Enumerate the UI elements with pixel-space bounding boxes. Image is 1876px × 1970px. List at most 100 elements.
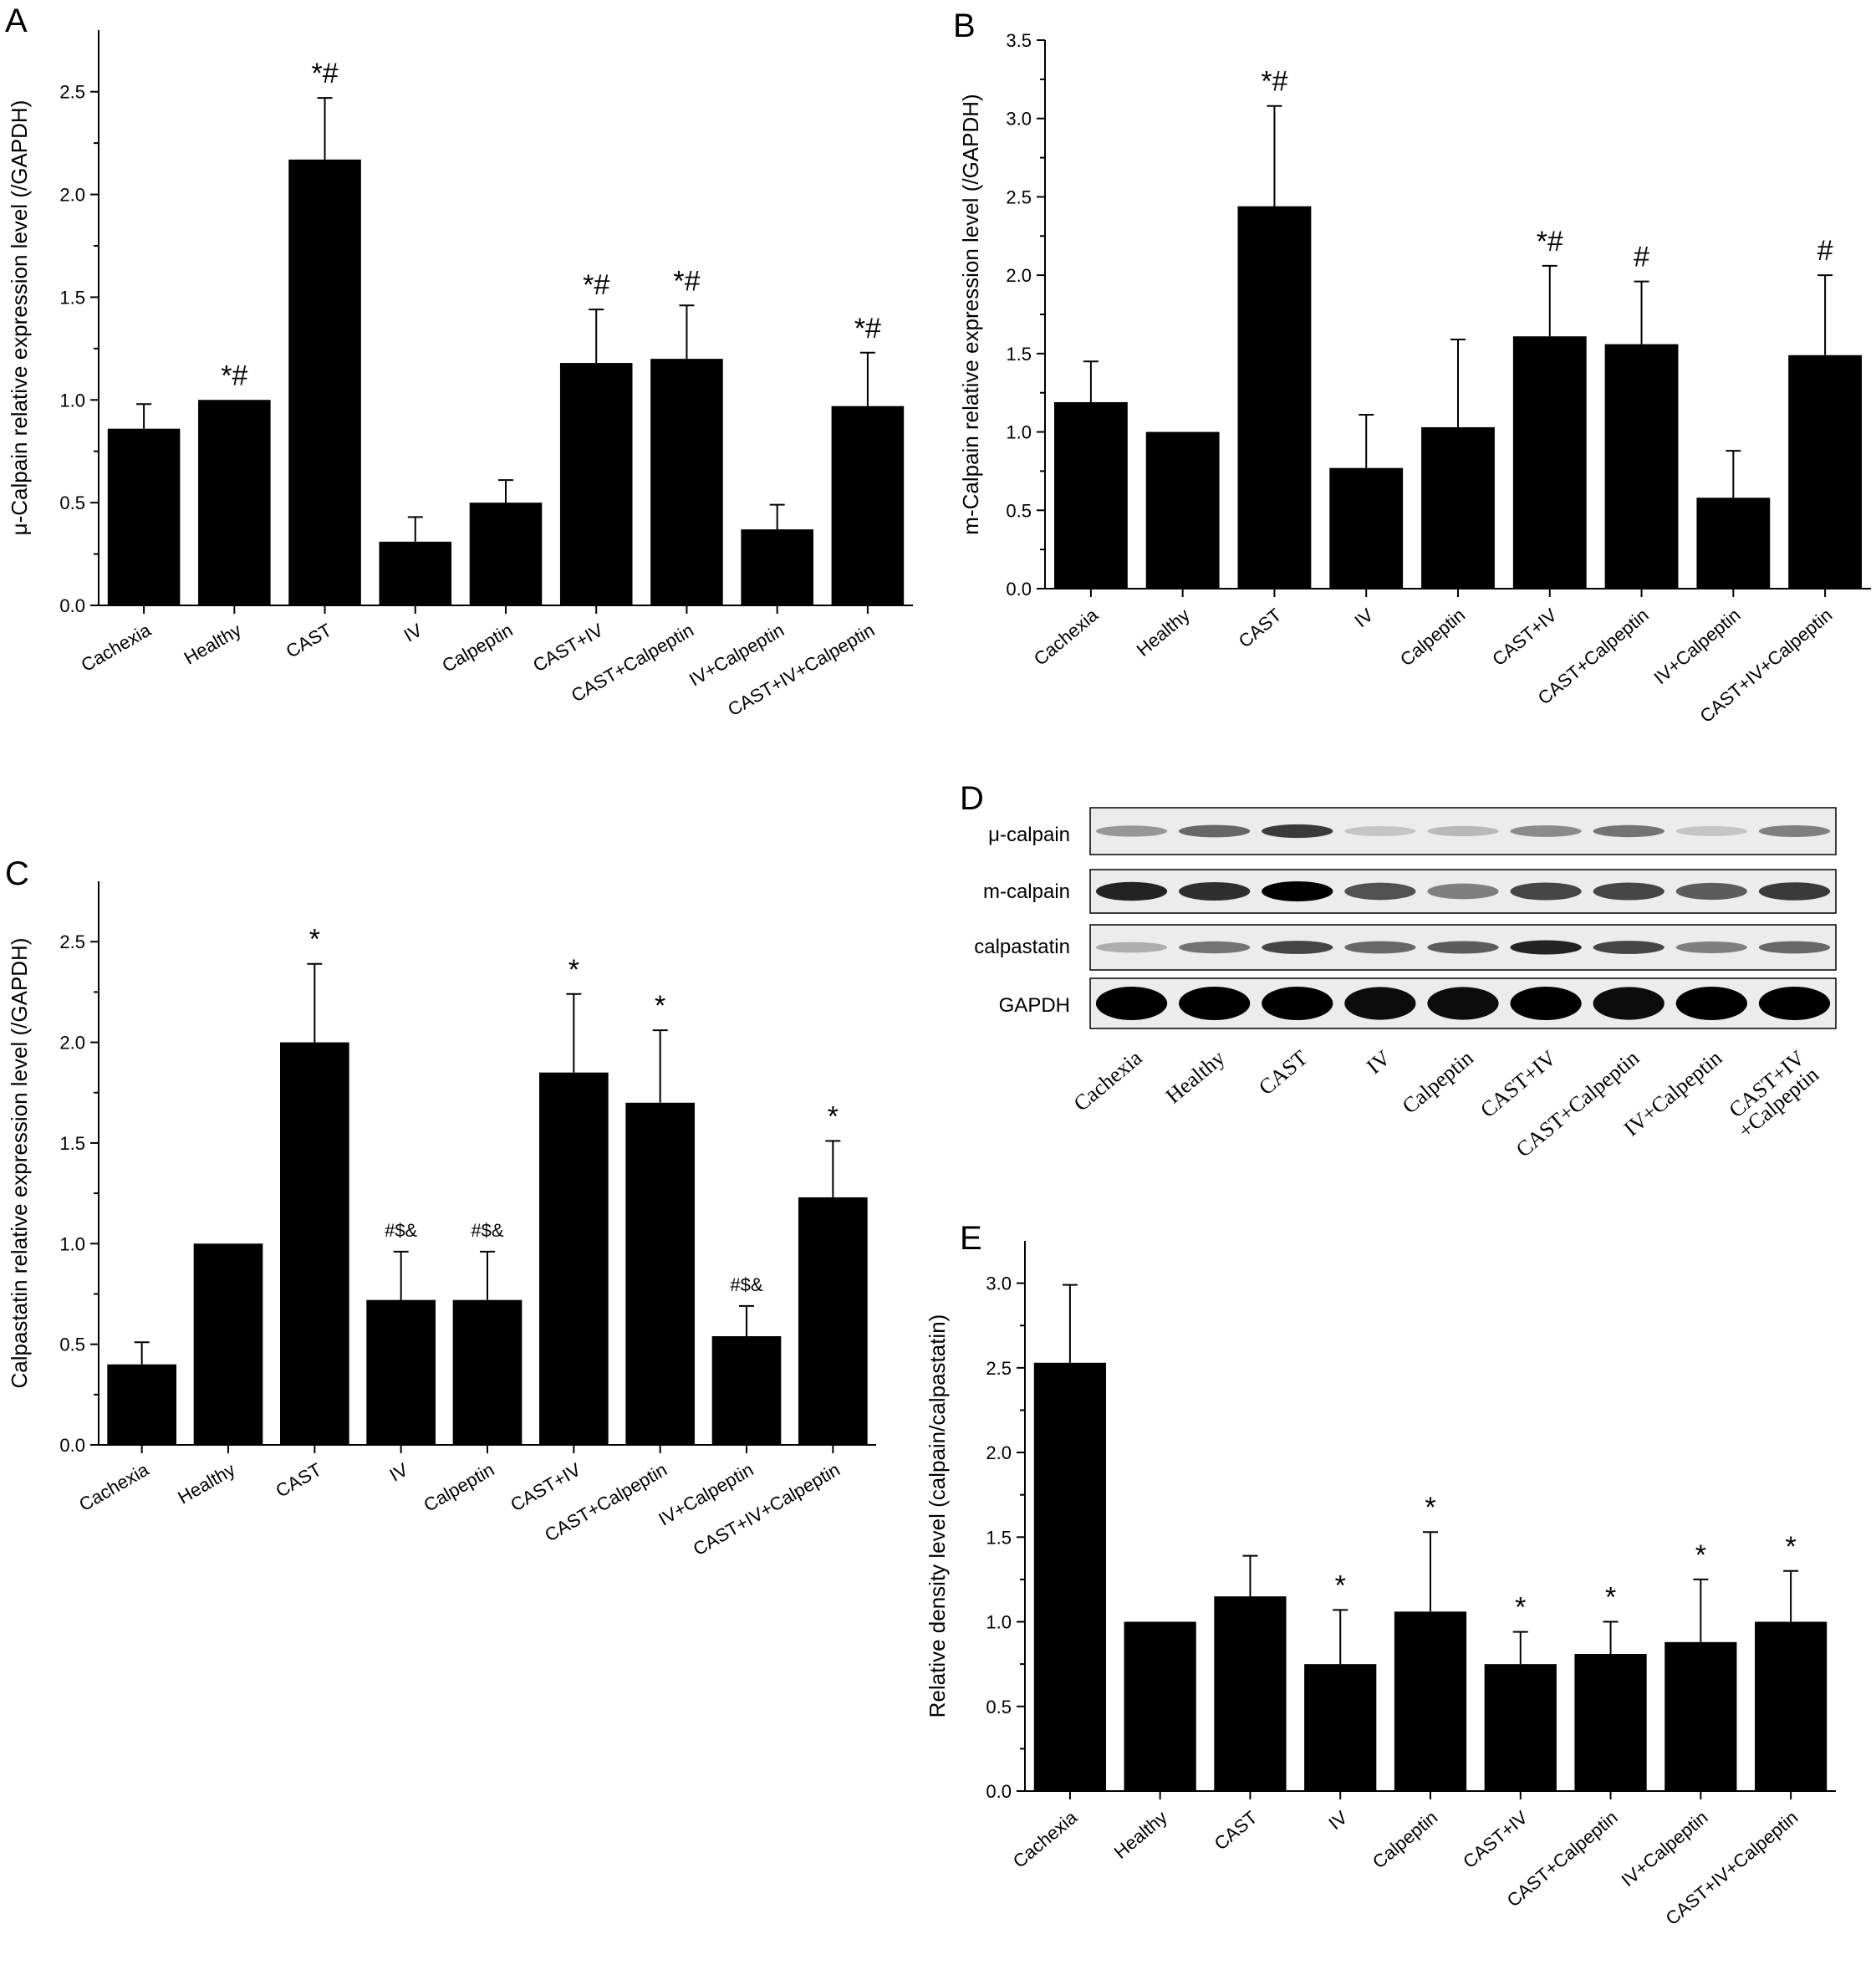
bar	[1604, 344, 1679, 589]
y-tick-label: 1.5	[1006, 344, 1032, 365]
category-label: CAST	[1211, 1807, 1262, 1855]
blot-band	[1675, 826, 1747, 836]
y-tick-label: 2.0	[59, 1033, 85, 1054]
bar	[1664, 1641, 1737, 1791]
y-tick-label: 3.0	[986, 1273, 1012, 1294]
y-axis-title: Calpastatin relative expression level (/…	[7, 938, 32, 1389]
blot-row-label: calpastatin	[974, 936, 1070, 958]
category-label: IV	[1350, 604, 1377, 631]
blot-band	[1427, 987, 1499, 1020]
blot-band	[1593, 987, 1664, 1020]
blot-lane-label: Cachexia	[1069, 1045, 1147, 1116]
category-label: CAST+IV	[1488, 604, 1561, 670]
blot-band	[1095, 987, 1168, 1020]
y-tick-label: 0.5	[59, 1335, 85, 1355]
panel-letter-a: A	[5, 3, 28, 39]
category-label: Cachexia	[1030, 604, 1103, 670]
bar	[1053, 401, 1128, 589]
blot-band	[1427, 941, 1499, 954]
y-tick-label: 1.5	[986, 1527, 1012, 1548]
y-tick-label: 2.5	[59, 931, 85, 952]
bar	[1329, 467, 1404, 589]
y-tick-label: 2.0	[1006, 265, 1032, 286]
y-tick-label: 0.5	[59, 492, 85, 513]
significance-annotation: *	[655, 990, 665, 1022]
category-label: CAST	[1235, 605, 1286, 652]
significance-annotation: *	[1785, 1531, 1796, 1563]
category-label: IV	[400, 620, 426, 646]
blot-band	[1593, 882, 1664, 901]
blot-lane-label: Calpeptin	[1398, 1045, 1478, 1118]
panel-letter-e: E	[960, 1220, 982, 1257]
panel-letter-b: B	[953, 8, 976, 44]
bar	[1421, 426, 1495, 589]
bar	[452, 1299, 523, 1445]
y-tick-label: 2.0	[59, 185, 85, 206]
blot-band	[1179, 881, 1251, 901]
western-blot-panel-d: μ-calpain m-calpain calpastatin GAPDH Cachex…	[974, 807, 1837, 1162]
y-tick-label: 3.0	[1006, 109, 1032, 130]
blot-row-label: m-calpain	[983, 880, 1070, 903]
blot-lane-label: Healthy	[1161, 1045, 1230, 1108]
y-tick-label: 0.5	[986, 1697, 1012, 1717]
blot-row-label: GAPDH	[999, 994, 1070, 1017]
category-label: CAST+IV	[529, 620, 607, 676]
significance-annotation: *#	[673, 265, 700, 297]
bar	[1237, 206, 1312, 589]
bar	[1124, 1621, 1196, 1791]
significance-annotation: *	[309, 924, 320, 956]
y-tick-label: 0.0	[1006, 579, 1032, 600]
blot-band	[1262, 824, 1333, 839]
significance-annotation: #$&	[385, 1220, 417, 1241]
bar	[831, 406, 905, 605]
bar	[379, 541, 452, 605]
category-label: IV	[1324, 1806, 1351, 1834]
panel-letter-d: D	[960, 780, 984, 817]
bar	[711, 1336, 782, 1445]
y-tick-label: 2.5	[1006, 186, 1032, 207]
bar	[1512, 336, 1587, 589]
y-axis-title: Relative density level (calpain/calpasta…	[925, 1314, 950, 1718]
blot-band	[1510, 987, 1582, 1020]
y-tick-label: 1.5	[59, 287, 85, 308]
significance-annotation: *#	[221, 360, 247, 391]
y-tick-label: 2.5	[59, 82, 85, 103]
y-tick-label: 3.5	[1006, 30, 1032, 51]
category-label: Calpeptin	[439, 620, 517, 676]
blot-band	[1344, 941, 1416, 954]
blot-lane-label: CAST+IV+Calpeptin	[1720, 1045, 1823, 1143]
bar	[198, 400, 271, 605]
y-tick-label: 0.0	[59, 1435, 85, 1456]
bar	[1755, 1621, 1828, 1791]
bar	[741, 529, 813, 605]
chart-panel-b: 0.0 0.5 1.0 1.5 2.0 2.5 3.0 3.5 m-Calpain relati…	[958, 30, 1871, 727]
blot-band	[1758, 882, 1831, 901]
y-tick-label: 1.0	[1006, 422, 1032, 443]
blot-band	[1344, 882, 1416, 901]
y-tick-label: 1.0	[986, 1612, 1012, 1633]
bar	[107, 1364, 176, 1445]
bar	[366, 1299, 436, 1445]
significance-annotation: *	[1695, 1539, 1706, 1571]
significance-annotation: *	[568, 954, 579, 986]
category-label: CAST+IV+Calpeptin	[724, 620, 878, 721]
panel-letter-c: C	[5, 855, 29, 892]
category-label: Healthy	[1110, 1807, 1171, 1863]
bar	[1394, 1611, 1467, 1791]
category-label: Healthy	[174, 1459, 238, 1508]
category-label: Calpeptin	[421, 1459, 498, 1516]
y-tick-label: 0.0	[59, 595, 85, 616]
category-label: Calpeptin	[1369, 1807, 1441, 1873]
significance-annotation: *#	[1261, 66, 1287, 98]
bar	[288, 159, 361, 606]
blot-band	[1179, 824, 1251, 838]
significance-annotation: #$&	[471, 1220, 503, 1241]
blot-band	[1675, 987, 1747, 1020]
blot-row-label: μ-calpain	[988, 824, 1070, 846]
significance-annotation: #	[1817, 235, 1833, 267]
bar	[107, 428, 181, 605]
significance-annotation: #$&	[730, 1274, 762, 1295]
category-label: CAST	[283, 620, 335, 662]
category-label: IV	[386, 1459, 412, 1486]
